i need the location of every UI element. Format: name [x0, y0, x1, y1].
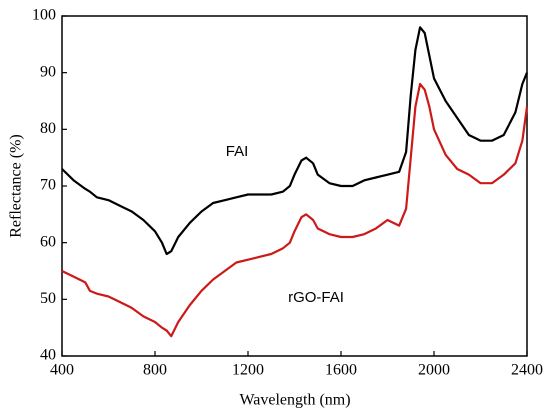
y-tick-label: 40	[40, 347, 56, 364]
y-tick-label: 100	[32, 7, 56, 24]
y-tick-label: 90	[40, 63, 56, 80]
y-tick-label: 80	[40, 120, 56, 137]
y-axis-label: Reflectance (%)	[8, 134, 25, 237]
y-tick-label: 60	[40, 233, 56, 250]
annotation: FAI	[226, 143, 249, 160]
annotation: rGO-FAI	[288, 289, 344, 306]
x-tick-label: 1600	[325, 362, 357, 379]
data-line	[61, 26, 529, 256]
x-tick-label: 800	[143, 362, 167, 379]
y-tick-label: 50	[40, 290, 56, 307]
data-line	[61, 82, 529, 338]
x-tick-label: 2400	[511, 362, 543, 379]
x-tick-label: 400	[50, 362, 74, 379]
y-tick-label: 70	[40, 177, 56, 194]
x-tick-label: 2000	[418, 362, 450, 379]
x-axis-label: Wavelength (nm)	[239, 392, 350, 409]
x-tick-label: 1200	[232, 362, 264, 379]
